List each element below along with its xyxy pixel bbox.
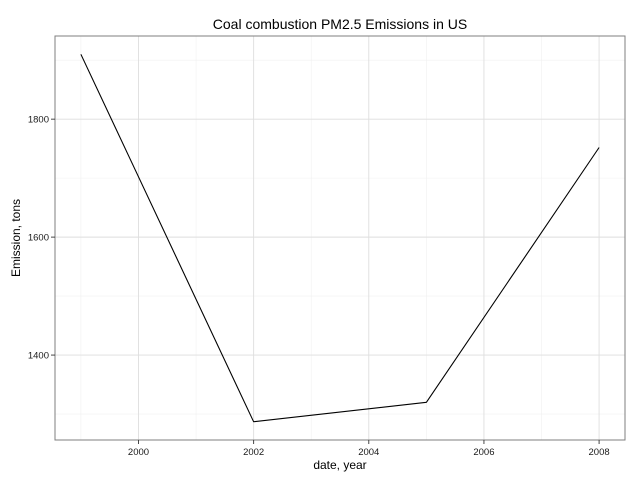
data-point bbox=[425, 401, 427, 403]
x-axis-label: date, year bbox=[313, 458, 366, 472]
y-tick-label: 1800 bbox=[28, 115, 49, 126]
y-tick-label: 1600 bbox=[28, 233, 49, 244]
chart-title: Coal combustion PM2.5 Emissions in US bbox=[213, 16, 467, 32]
grid bbox=[55, 36, 625, 440]
plot-panel-border bbox=[54, 35, 626, 441]
x-tick-label: 2006 bbox=[473, 447, 494, 458]
axis-ticks: 2000 2002 2004 2006 2008 1400 1600 1800 bbox=[28, 115, 610, 458]
x-tick-label: 2002 bbox=[243, 447, 264, 458]
x-tick-label: 2004 bbox=[358, 447, 379, 458]
y-tick-label: 1400 bbox=[28, 351, 49, 362]
y-axis-label: Emission, tons bbox=[9, 199, 23, 277]
x-tick-label: 2000 bbox=[128, 447, 149, 458]
data-point bbox=[252, 421, 254, 423]
emission-series-line bbox=[80, 54, 600, 423]
data-point bbox=[80, 53, 82, 55]
series-layer bbox=[80, 53, 600, 423]
x-tick-label: 2008 bbox=[589, 447, 610, 458]
data-point bbox=[598, 146, 600, 148]
